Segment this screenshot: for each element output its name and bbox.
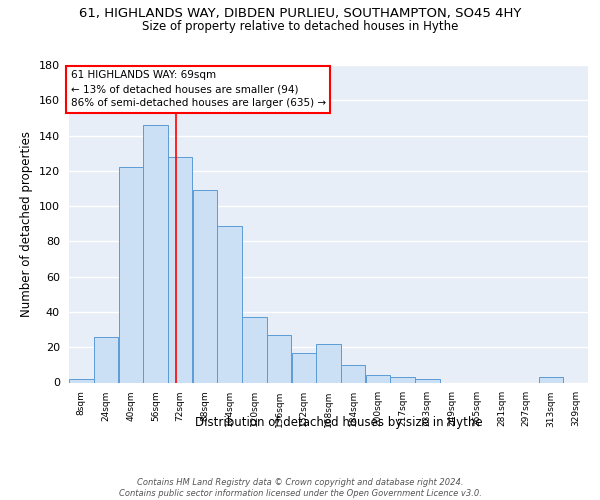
Bar	[316, 344, 341, 382]
Bar	[267, 335, 292, 382]
Bar	[292, 352, 316, 382]
Y-axis label: Number of detached properties: Number of detached properties	[20, 130, 33, 317]
Bar	[217, 226, 242, 382]
Bar	[119, 168, 143, 382]
Text: Size of property relative to detached houses in Hythe: Size of property relative to detached ho…	[142, 20, 458, 33]
Bar	[391, 377, 415, 382]
Text: 61 HIGHLANDS WAY: 69sqm
← 13% of detached houses are smaller (94)
86% of semi-de: 61 HIGHLANDS WAY: 69sqm ← 13% of detache…	[71, 70, 326, 108]
Bar	[365, 376, 390, 382]
Bar	[143, 125, 168, 382]
Text: 61, HIGHLANDS WAY, DIBDEN PURLIEU, SOUTHAMPTON, SO45 4HY: 61, HIGHLANDS WAY, DIBDEN PURLIEU, SOUTH…	[79, 8, 521, 20]
Text: Distribution of detached houses by size in Hythe: Distribution of detached houses by size …	[195, 416, 483, 429]
Bar	[341, 365, 365, 382]
Bar	[168, 156, 193, 382]
Bar	[539, 377, 563, 382]
Bar	[415, 379, 440, 382]
Bar	[69, 379, 94, 382]
Bar	[242, 317, 266, 382]
Bar	[94, 336, 118, 382]
Text: Contains HM Land Registry data © Crown copyright and database right 2024.
Contai: Contains HM Land Registry data © Crown c…	[119, 478, 481, 498]
Bar	[193, 190, 217, 382]
